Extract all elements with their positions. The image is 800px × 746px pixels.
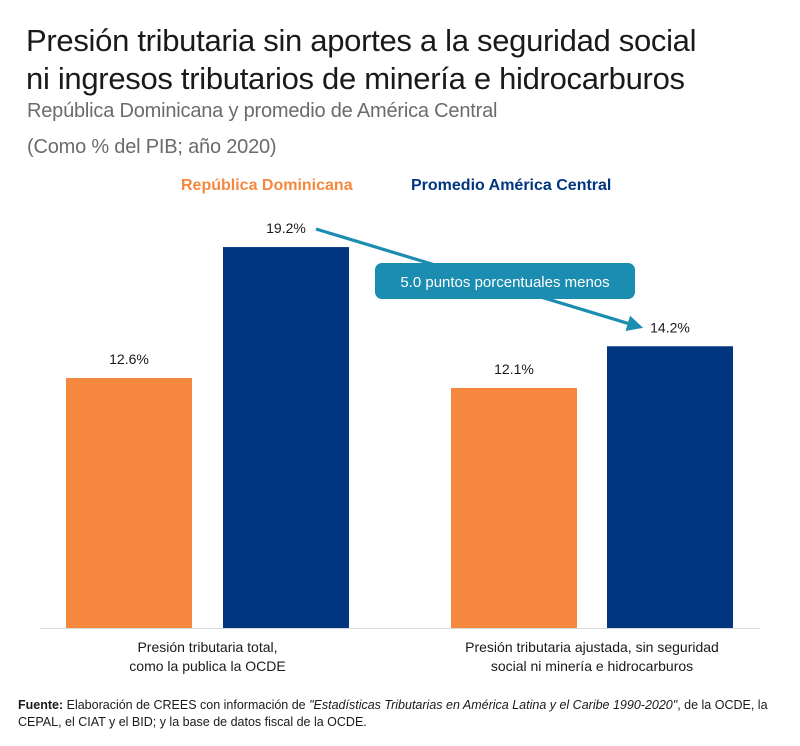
category-label-2-line-2: social ni minería e hidrocarburos — [491, 658, 693, 674]
chart-subtitle: República Dominicana y promedio de Améri… — [27, 100, 498, 122]
footnote-label: Fuente: — [18, 698, 64, 712]
annotation-text: 5.0 puntos porcentuales menos — [400, 274, 609, 291]
category-label-1-line-2: como la publica la OCDE — [129, 658, 285, 674]
bar-rd-2 — [451, 387, 577, 628]
data-label-rd-1: 12.6% — [109, 351, 149, 367]
data-label-rd-2: 12.1% — [494, 361, 534, 377]
footnote: Fuente: Elaboración de CREES con informa… — [18, 697, 788, 731]
legend-item-republica-dominicana: República Dominicana — [181, 177, 353, 194]
bar-ac-1 — [223, 247, 349, 628]
chart-title: Presión tributaria sin aportes a la segu… — [26, 22, 786, 98]
category-label-1-line-1: Presión tributaria total, — [137, 639, 277, 655]
bar-chart: 12.6% 19.2% Presión tributaria total, como … — [40, 220, 760, 674]
chart-title-line-1: Presión tributaria sin aportes a la segu… — [26, 23, 697, 58]
category-label-2-line-1: Presión tributaria ajustada, sin segurid… — [465, 639, 719, 655]
chart-title-line-2: ni ingresos tributarios de minería e hid… — [26, 61, 685, 96]
chart-units: (Como % del PIB; año 2020) — [27, 136, 277, 158]
data-label-ac-1: 19.2% — [266, 220, 306, 236]
data-label-ac-2: 14.2% — [650, 319, 690, 335]
footnote-text-2: , de la OCDE, la CEPAL, el CIAT y el BID… — [18, 698, 768, 729]
footnote-text-1: Elaboración de CREES con información de — [63, 698, 310, 712]
footnote-source-title: "Estadísticas Tributarias en América Lat… — [309, 698, 678, 712]
legend-item-promedio-america-central: Promedio América Central — [411, 177, 612, 194]
annotation-box — [375, 263, 635, 299]
bar-rd-1 — [66, 378, 192, 628]
bar-ac-2 — [607, 346, 733, 628]
